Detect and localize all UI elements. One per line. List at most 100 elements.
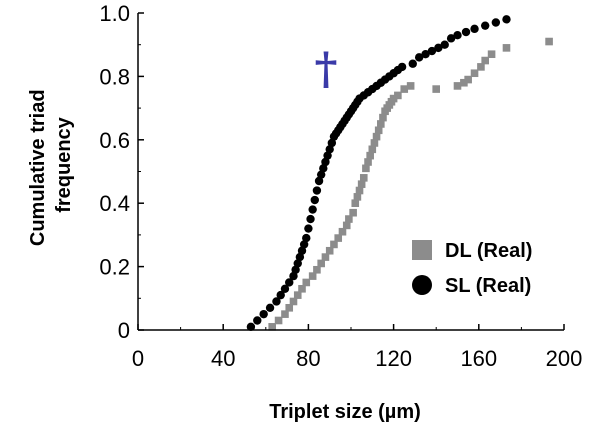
data-point [314,176,324,186]
data-point [308,205,317,214]
y-axis-title-line-2: frequency [53,116,75,212]
data-point [281,310,289,318]
data-point [317,259,325,268]
data-point [323,151,332,160]
data-point [325,145,334,154]
data-point [359,174,368,182]
data-point [312,186,322,195]
data-point [345,215,353,223]
data-point [297,246,307,255]
legend-circle-marker [412,275,432,295]
x-tick-label: 80 [296,346,320,371]
data-point [357,180,366,188]
data-point [368,145,377,154]
data-point [319,164,328,173]
data-point [481,56,489,65]
data-point [370,139,379,147]
data-point [379,113,387,122]
y-tick-label: 0 [118,318,130,343]
data-point [268,323,276,331]
data-point [477,63,485,71]
data-point [291,265,300,274]
data-point [302,233,311,243]
data-point [327,138,337,148]
x-tick-label: 0 [132,346,144,371]
data-point [342,221,351,230]
data-point [285,278,294,287]
y-tick-label: 0.6 [99,128,130,153]
legend-label: DL (Real) [445,240,532,262]
data-point [295,252,305,262]
data-point [480,21,490,30]
data-point [502,15,511,24]
data-point [434,43,443,53]
x-axis-title: Triplet size (µm) [269,401,421,423]
data-point [299,240,309,249]
data-point [366,151,374,160]
data-point [321,253,330,261]
data-point [394,91,402,100]
data-point [545,37,553,46]
x-tick-label: 40 [211,346,235,371]
data-point [389,94,398,103]
data-point [491,18,501,27]
data-point [246,322,256,332]
data-point [453,30,462,40]
data-point [502,44,511,52]
x-tick-label: 160 [460,346,497,371]
data-point [470,69,479,78]
data-point [460,78,468,87]
data-point [446,34,456,43]
data-point [304,224,313,233]
data-point [293,259,302,268]
legend-label: SL (Real) [445,275,531,297]
data-point [349,208,357,217]
data-point [374,126,383,135]
data-point [372,132,381,141]
data-point [353,193,362,201]
data-point [306,214,315,224]
data-point [272,297,281,306]
data-point [313,265,321,274]
data-point [259,309,268,319]
y-tick-label: 0.2 [99,255,130,280]
data-point [421,50,430,59]
data-point [464,75,472,84]
x-tick-label: 120 [375,346,412,371]
data-point [280,284,290,293]
data-point [377,120,385,128]
y-tick-label: 0.4 [99,191,130,216]
legend: DL (Real) SL (Real) [412,240,532,297]
data-point [285,304,294,312]
data-point [298,284,306,293]
data-point [325,246,334,255]
data-point [289,297,298,306]
data-point [338,227,347,236]
data-point [440,40,449,49]
data-point [274,316,283,325]
data-point [321,157,330,167]
significance-dagger-marker: † [314,44,337,95]
series-sl [246,15,511,332]
data-point [461,27,471,37]
data-point [397,62,407,72]
data-point [316,170,326,179]
data-point [265,303,275,313]
data-point [276,290,285,300]
data-point [406,82,415,90]
data-point [362,164,370,173]
data-point [432,85,440,93]
data-point [487,50,496,59]
plot-layer [246,15,553,332]
data-point [330,240,338,249]
legend-square-marker [412,240,432,260]
data-point [334,234,343,242]
x-tick-label: 200 [546,346,583,371]
data-point [253,316,262,325]
data-point [293,291,302,299]
y-tick-label: 0.8 [99,64,130,89]
data-point [427,46,437,56]
y-axis-title-line-1: Cumulative triad [27,89,49,246]
data-point [310,195,319,205]
